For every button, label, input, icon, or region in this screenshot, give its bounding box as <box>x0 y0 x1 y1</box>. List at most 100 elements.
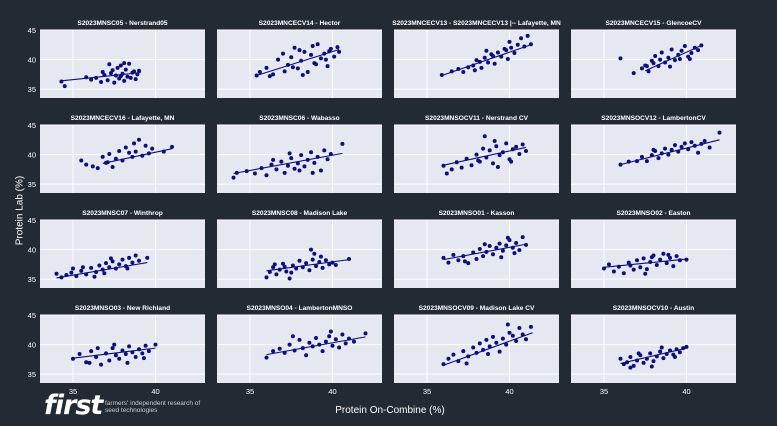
data-point <box>643 271 648 276</box>
data-point <box>302 164 307 169</box>
data-point <box>628 263 633 268</box>
data-point <box>110 164 115 169</box>
facet-10: S2023MNSC08 - Madison Lake <box>217 210 382 288</box>
data-point <box>472 68 477 73</box>
data-point <box>618 162 623 167</box>
data-point <box>717 130 722 135</box>
data-point <box>504 243 509 248</box>
data-point <box>282 350 287 355</box>
plot-area <box>40 220 205 288</box>
data-point <box>679 48 684 53</box>
data-point <box>89 265 94 270</box>
data-point <box>123 145 128 150</box>
data-point <box>143 143 148 148</box>
data-point <box>309 150 314 155</box>
data-point <box>100 69 105 74</box>
plot-area <box>571 125 736 193</box>
y-axis-title: Protein Lab (%) <box>14 175 26 246</box>
data-point <box>100 267 105 272</box>
data-point <box>466 261 471 266</box>
data-point <box>656 64 661 69</box>
data-point <box>328 151 333 156</box>
data-point <box>618 356 623 361</box>
data-point <box>347 336 351 341</box>
data-point <box>74 274 79 279</box>
facet-title: S2023MNSO02 - Easton <box>616 210 690 217</box>
data-point <box>525 33 530 38</box>
data-point <box>297 337 302 342</box>
data-point <box>310 257 315 262</box>
data-point <box>689 140 694 145</box>
data-point <box>686 147 691 152</box>
data-point <box>668 348 672 353</box>
data-point <box>54 271 59 276</box>
data-point <box>676 149 681 154</box>
data-point <box>684 344 689 349</box>
data-point <box>659 345 664 350</box>
data-point <box>120 257 125 262</box>
data-point <box>674 254 679 259</box>
data-point <box>295 161 300 166</box>
data-point <box>146 151 151 156</box>
plot-area <box>217 30 382 98</box>
data-point <box>602 266 606 271</box>
data-point <box>682 43 687 48</box>
data-point <box>340 141 345 146</box>
data-point <box>133 354 138 359</box>
data-point <box>231 175 236 180</box>
data-point <box>519 36 524 41</box>
data-point <box>666 152 671 157</box>
data-point <box>471 345 476 350</box>
data-point <box>666 252 671 257</box>
data-point <box>639 154 644 159</box>
data-point <box>340 332 345 337</box>
data-point <box>140 153 145 158</box>
data-point <box>330 343 335 348</box>
data-point <box>120 158 125 163</box>
data-point <box>677 258 682 263</box>
plot-area <box>394 315 559 383</box>
data-point <box>287 276 292 281</box>
data-point <box>312 251 317 256</box>
data-point <box>658 349 663 354</box>
data-point <box>500 336 505 341</box>
data-point <box>335 45 340 50</box>
data-point <box>666 55 671 60</box>
data-point <box>495 50 500 55</box>
data-point <box>145 255 150 260</box>
data-point <box>310 344 315 349</box>
data-point <box>517 326 522 331</box>
data-point <box>482 134 487 139</box>
facet-14: S2023MNSO04 - LambertonMNSO 35 40 <box>217 305 382 396</box>
data-point <box>302 49 307 54</box>
data-point <box>658 57 663 62</box>
facet-13: S2023MNSO03 - New Richland 35 40 45 35 40 <box>28 305 205 396</box>
data-point <box>677 56 682 61</box>
data-point <box>304 353 309 358</box>
data-point <box>295 66 300 71</box>
data-point <box>635 159 639 164</box>
data-point <box>520 332 525 337</box>
data-point <box>449 167 454 172</box>
x-tick-label: 35 <box>423 387 431 396</box>
data-point <box>170 144 174 149</box>
data-point <box>649 255 654 260</box>
data-point <box>290 263 295 268</box>
data-point <box>491 334 495 339</box>
data-point <box>497 241 502 246</box>
data-point <box>628 365 633 370</box>
x-tick-label: 35 <box>600 387 608 396</box>
data-point <box>481 146 486 151</box>
data-point <box>77 352 82 357</box>
facet-16: S2023MNSOCV10 - Austin 35 40 <box>571 305 736 396</box>
data-point <box>110 346 115 351</box>
data-point <box>626 260 631 265</box>
data-point <box>110 259 115 264</box>
facet-title: S2023MNSOCV09 - Madison Lake CV <box>419 305 535 312</box>
data-point <box>648 259 653 264</box>
data-point <box>161 149 166 154</box>
data-point <box>656 156 661 161</box>
data-point <box>466 354 471 359</box>
facet-title: S2023MNSOCV11 - Nerstrand CV <box>425 115 529 122</box>
data-point <box>456 359 461 364</box>
